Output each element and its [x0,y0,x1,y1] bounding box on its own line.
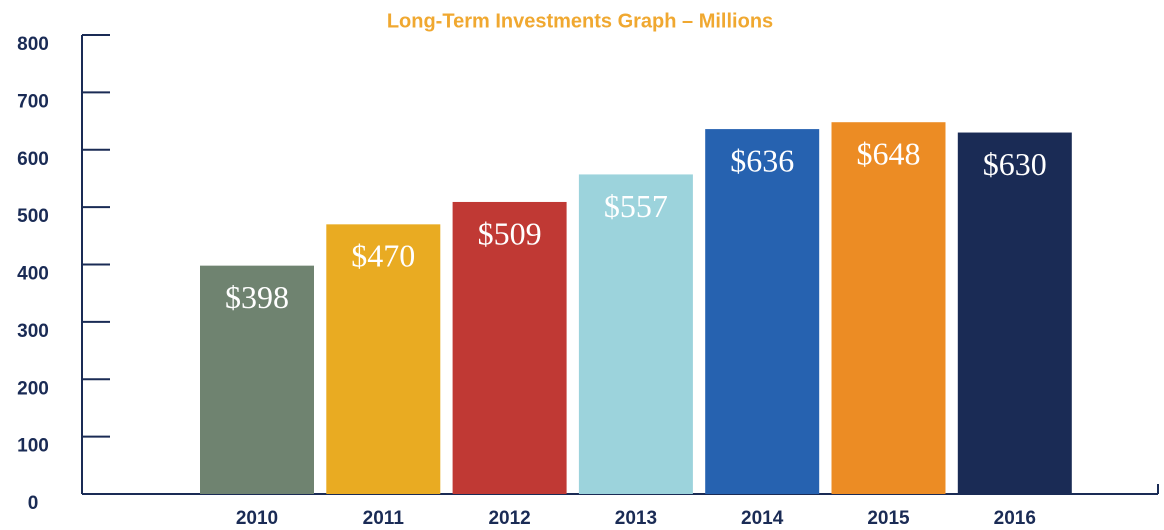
x-tick-label: 2013 [615,508,657,529]
value-label: $509 [478,215,542,251]
chart-title: Long-Term Investments Graph – Millions [387,10,773,32]
bar [326,224,441,494]
bar [831,122,946,495]
x-tick-label: 2010 [236,508,278,529]
x-tick-label: 2012 [488,508,530,529]
x-tick-label: 2014 [741,508,784,529]
y-tick-label: 0 [28,493,39,514]
bar [705,129,820,494]
value-label: $398 [225,279,289,315]
y-tick-label: 500 [17,206,49,227]
value-label: $636 [730,142,794,178]
bar [200,265,314,494]
value-label: $470 [351,238,415,274]
y-tick-label: 400 [17,264,49,285]
x-tick-label: 2015 [867,508,910,529]
x-tick-label: 2016 [994,508,1036,529]
y-tick-label: 800 [17,34,49,55]
y-tick-label: 300 [17,321,49,342]
x-tick-label: 2011 [363,508,405,529]
y-tick-label: 600 [17,149,49,170]
bar [452,201,567,494]
y-tick-label: 100 [17,436,49,457]
value-label: $630 [983,146,1047,182]
value-label: $557 [604,188,668,224]
bar [957,132,1072,494]
value-label: $648 [857,136,921,172]
y-tick-label: 700 [17,91,49,112]
y-tick-label: 200 [17,378,49,399]
bar [578,174,693,494]
